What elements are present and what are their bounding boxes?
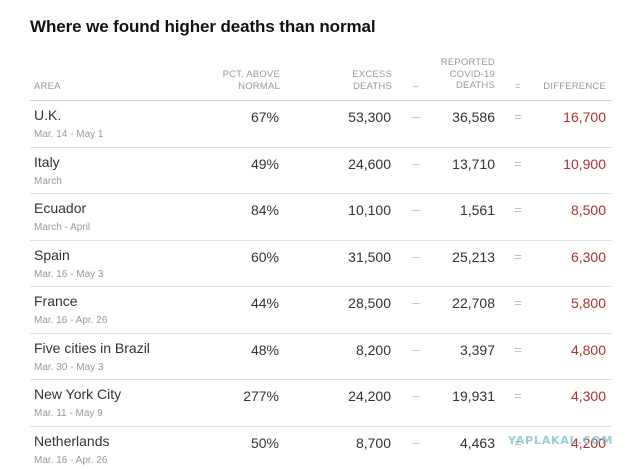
row-difference: 6,300	[570, 249, 606, 265]
row-pct-above-normal: 84%	[250, 202, 279, 218]
header-reported-covid-deaths: REPORTED COVID-19 DEATHS	[440, 57, 495, 91]
header-excess-deaths: EXCESS DEATHS	[352, 69, 392, 92]
row-equals: =	[514, 388, 522, 403]
row-reported-deaths: 25,213	[452, 249, 495, 265]
row-divider	[30, 333, 612, 334]
row-dates: March	[34, 176, 62, 187]
row-divider	[30, 426, 612, 427]
row-minus: –	[412, 249, 420, 264]
row-area: Spain	[34, 247, 70, 263]
table-row: Netherlands Mar. 16 - Apr. 26 50% 8,700 …	[0, 427, 640, 469]
row-divider	[30, 193, 612, 194]
row-difference: 16,700	[563, 109, 606, 125]
row-pct-above-normal: 49%	[250, 156, 279, 172]
row-difference: 4,200	[570, 435, 606, 451]
row-minus: –	[412, 109, 420, 124]
row-minus: –	[412, 202, 420, 217]
row-pct-above-normal: 50%	[250, 435, 279, 451]
row-difference: 4,800	[570, 342, 606, 358]
row-area: U.K.	[34, 107, 62, 123]
row-reported-deaths: 36,586	[452, 109, 495, 125]
row-pct-above-normal: 277%	[243, 388, 279, 404]
row-pct-above-normal: 67%	[250, 109, 279, 125]
row-minus: –	[412, 342, 420, 357]
table-row: New York City Mar. 11 - May 9 277% 24,20…	[0, 380, 640, 426]
row-pct-above-normal: 44%	[250, 295, 279, 311]
row-divider	[30, 286, 612, 287]
header-minus: –	[413, 81, 419, 92]
row-dates: Mar. 14 - May 1	[34, 129, 104, 140]
row-pct-above-normal: 48%	[250, 342, 279, 358]
row-excess-deaths: 53,300	[348, 109, 391, 125]
row-area: Italy	[34, 154, 60, 170]
row-difference: 8,500	[570, 202, 606, 218]
row-equals: =	[514, 202, 522, 217]
row-dates: Mar. 16 - May 3	[34, 269, 104, 280]
row-divider	[30, 379, 612, 380]
row-excess-deaths: 8,700	[355, 435, 391, 451]
row-equals: =	[514, 435, 522, 450]
row-difference: 4,300	[570, 388, 606, 404]
table-row: U.K. Mar. 14 - May 1 67% 53,300 – 36,586…	[0, 101, 640, 147]
table-row: Five cities in Brazil Mar. 30 - May 3 48…	[0, 334, 640, 380]
row-reported-deaths: 19,931	[452, 388, 495, 404]
row-area: France	[34, 293, 78, 309]
row-excess-deaths: 31,500	[348, 249, 391, 265]
row-equals: =	[514, 295, 522, 310]
row-dates: Mar. 30 - May 3	[34, 362, 104, 373]
row-equals: =	[514, 342, 522, 357]
row-reported-deaths: 22,708	[452, 295, 495, 311]
row-minus: –	[412, 156, 420, 171]
row-excess-deaths: 10,100	[348, 202, 391, 218]
row-divider	[30, 147, 612, 148]
row-dates: Mar. 16 - Apr. 26	[34, 455, 108, 466]
table-row: France Mar. 16 - Apr. 26 44% 28,500 – 22…	[0, 287, 640, 333]
row-excess-deaths: 24,200	[348, 388, 391, 404]
row-reported-deaths: 4,463	[459, 435, 495, 451]
row-pct-above-normal: 60%	[250, 249, 279, 265]
row-dates: Mar. 11 - May 9	[34, 408, 103, 419]
row-dates: March - April	[34, 222, 91, 233]
table-row: Spain Mar. 16 - May 3 60% 31,500 – 25,21…	[0, 241, 640, 287]
row-minus: –	[412, 435, 420, 450]
header-difference: DIFFERENCE	[543, 81, 606, 92]
row-equals: =	[514, 249, 522, 264]
row-area: Five cities in Brazil	[34, 340, 150, 356]
row-divider	[30, 240, 612, 241]
row-excess-deaths: 8,200	[355, 342, 391, 358]
header-equals: =	[515, 81, 521, 92]
row-equals: =	[514, 156, 522, 171]
row-reported-deaths: 1,561	[459, 202, 495, 218]
row-difference: 5,800	[570, 295, 606, 311]
row-minus: –	[412, 388, 420, 403]
row-equals: =	[514, 109, 522, 124]
row-excess-deaths: 24,600	[348, 156, 391, 172]
row-dates: Mar. 16 - Apr. 26	[34, 315, 108, 326]
row-minus: –	[412, 295, 420, 310]
watermark: YAPLAKAL.COM	[508, 434, 614, 447]
header-pct-above-normal: PCT. ABOVE NORMAL	[222, 69, 280, 92]
header-divider	[30, 100, 612, 101]
row-area: New York City	[34, 386, 122, 402]
table-title: Where we found higher deaths than normal	[30, 17, 376, 36]
row-area: Netherlands	[34, 433, 110, 449]
table-row: Ecuador March - April 84% 10,100 – 1,561…	[0, 194, 640, 240]
row-area: Ecuador	[34, 200, 87, 216]
row-reported-deaths: 13,710	[452, 156, 495, 172]
row-excess-deaths: 28,500	[348, 295, 391, 311]
row-difference: 10,900	[563, 156, 606, 172]
row-reported-deaths: 3,397	[459, 342, 495, 358]
table-row: Italy March 49% 24,600 – 13,710 = 10,900	[0, 148, 640, 194]
header-area: AREA	[34, 81, 61, 92]
